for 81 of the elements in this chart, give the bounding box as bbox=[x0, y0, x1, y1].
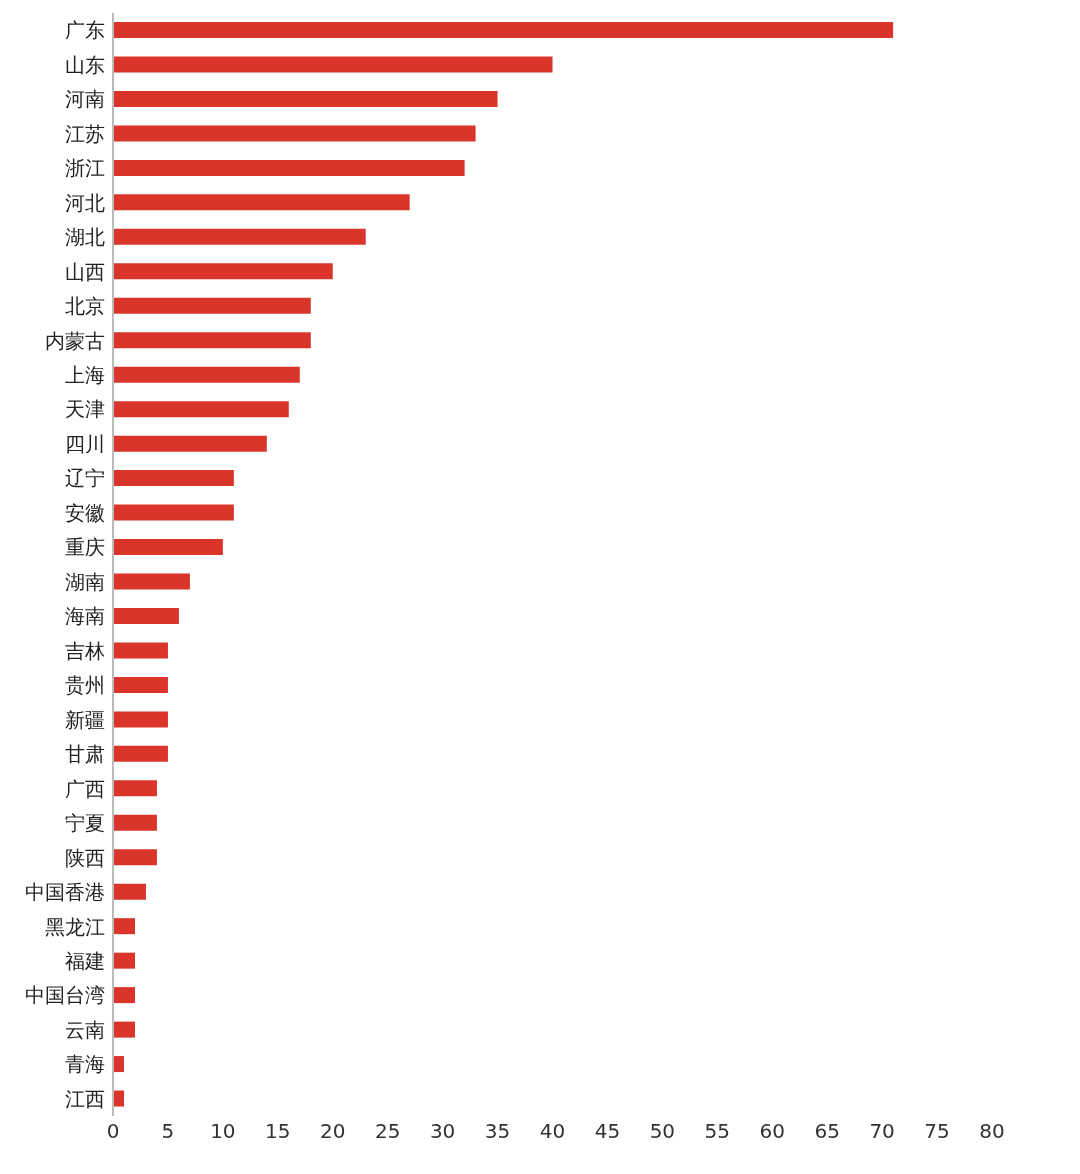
bar bbox=[113, 22, 894, 38]
bar bbox=[113, 194, 410, 211]
x-tick-label: 15 bbox=[265, 1119, 291, 1144]
y-tick-label: 吉林 bbox=[65, 638, 105, 663]
y-tick-label: 山西 bbox=[65, 259, 105, 284]
bar bbox=[113, 504, 234, 521]
x-tick-label: 30 bbox=[429, 1119, 456, 1144]
bar bbox=[113, 918, 135, 935]
bar bbox=[113, 1021, 135, 1038]
bar bbox=[113, 849, 157, 866]
y-tick-label: 云南 bbox=[65, 1017, 105, 1042]
x-tick-label: 25 bbox=[374, 1119, 401, 1144]
bar bbox=[113, 573, 190, 590]
bar bbox=[113, 125, 476, 142]
bar bbox=[113, 952, 135, 969]
bar bbox=[113, 987, 135, 1004]
x-tick-label: 10 bbox=[210, 1119, 236, 1144]
y-tick-label: 新疆 bbox=[65, 707, 105, 732]
x-tick-label: 0 bbox=[106, 1119, 120, 1144]
y-tick-label: 浙江 bbox=[65, 156, 105, 181]
y-tick-label: 上海 bbox=[65, 363, 105, 388]
x-tick-label: 5 bbox=[161, 1119, 175, 1144]
y-tick-label: 中国香港 bbox=[25, 880, 105, 905]
x-tick-label: 80 bbox=[979, 1119, 1005, 1144]
bar bbox=[113, 711, 168, 728]
bar bbox=[113, 332, 311, 349]
y-tick-label: 四川 bbox=[65, 431, 105, 456]
bar bbox=[113, 1090, 124, 1107]
y-tick-label: 贵州 bbox=[65, 673, 105, 698]
x-tick-label: 60 bbox=[759, 1119, 785, 1144]
y-tick-label: 海南 bbox=[65, 604, 105, 629]
y-tick-label: 山东 bbox=[65, 52, 105, 77]
bar bbox=[113, 435, 267, 452]
bar bbox=[113, 297, 311, 314]
y-tick-label: 天津 bbox=[65, 397, 105, 422]
y-tick-label: 宁夏 bbox=[65, 811, 105, 836]
bar bbox=[113, 607, 179, 624]
bar bbox=[113, 539, 223, 556]
y-tick-label: 青海 bbox=[65, 1052, 105, 1077]
y-tick-label: 江西 bbox=[65, 1086, 105, 1111]
x-tick-label: 35 bbox=[484, 1119, 511, 1144]
y-tick-label: 中国台湾 bbox=[25, 983, 105, 1008]
bar bbox=[113, 883, 146, 900]
bar bbox=[113, 159, 465, 176]
y-tick-label: 广西 bbox=[65, 776, 105, 801]
y-tick-label: 北京 bbox=[65, 294, 105, 319]
y-tick-label: 辽宁 bbox=[65, 466, 105, 491]
bar bbox=[113, 228, 366, 245]
y-tick-label: 湖北 bbox=[65, 225, 105, 250]
y-tick-label: 重庆 bbox=[65, 535, 105, 560]
bar bbox=[113, 90, 498, 107]
bar bbox=[113, 780, 157, 797]
x-tick-label: 20 bbox=[320, 1119, 346, 1144]
y-tick-label: 陕西 bbox=[65, 845, 105, 870]
bar bbox=[113, 676, 168, 693]
y-tick-label: 安徽 bbox=[65, 500, 105, 525]
bar bbox=[113, 401, 289, 418]
x-tick-label: 50 bbox=[649, 1119, 676, 1144]
y-tick-label: 甘肃 bbox=[65, 742, 105, 767]
x-tick-label: 45 bbox=[594, 1119, 621, 1144]
bar bbox=[113, 56, 553, 73]
bar bbox=[113, 745, 168, 762]
x-tick-label: 40 bbox=[539, 1119, 566, 1144]
x-tick-label: 55 bbox=[704, 1119, 731, 1144]
x-tick-label: 70 bbox=[869, 1119, 895, 1144]
y-tick-label: 黑龙江 bbox=[45, 914, 105, 939]
y-tick-label: 湖南 bbox=[65, 569, 105, 594]
y-tick-label: 江苏 bbox=[65, 121, 105, 146]
y-tick-label: 河北 bbox=[65, 190, 105, 215]
bar bbox=[113, 470, 234, 487]
y-tick-label: 福建 bbox=[65, 948, 105, 973]
bar bbox=[113, 642, 168, 659]
y-tick-label: 广东 bbox=[65, 18, 105, 43]
x-tick-label: 65 bbox=[814, 1119, 840, 1144]
bar bbox=[113, 1056, 124, 1073]
y-tick-label: 河南 bbox=[65, 87, 105, 112]
y-tick-label: 内蒙古 bbox=[45, 328, 105, 353]
bar bbox=[113, 814, 157, 831]
bar bbox=[113, 366, 300, 383]
x-tick-label: 75 bbox=[924, 1119, 950, 1144]
bar bbox=[113, 263, 333, 280]
